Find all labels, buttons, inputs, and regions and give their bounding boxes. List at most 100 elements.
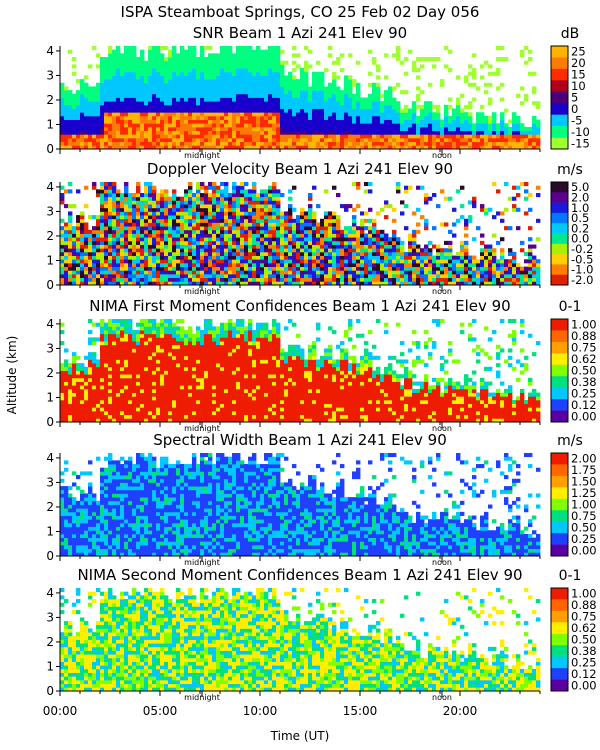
- data-cell: [200, 115, 205, 120]
- data-cell: [468, 82, 473, 87]
- data-cell: [496, 57, 501, 62]
- data-cell: [104, 90, 109, 95]
- data-cell: [148, 262, 153, 268]
- data-cell: [436, 266, 441, 271]
- data-cell: [116, 281, 121, 286]
- data-cell: [276, 46, 281, 51]
- data-cell: [92, 123, 97, 128]
- data-cell: [480, 233, 485, 238]
- data-cell: [264, 86, 269, 91]
- data-cell: [164, 222, 169, 227]
- data-cell: [124, 112, 129, 117]
- data-cell: [380, 115, 385, 120]
- data-cell: [136, 75, 141, 80]
- data-cell: [196, 86, 201, 91]
- data-cell: [172, 46, 177, 51]
- data-cell: [344, 90, 349, 95]
- data-cell: [168, 108, 173, 113]
- data-cell: [60, 403, 65, 408]
- data-cell: [344, 259, 349, 264]
- data-cell: [512, 281, 517, 286]
- data-cell: [136, 218, 141, 223]
- data-cell: [280, 281, 285, 286]
- data-cell: [464, 262, 469, 268]
- data-cell: [84, 204, 89, 209]
- data-cell: [244, 104, 249, 109]
- data-cell: [248, 229, 253, 234]
- data-cell: [448, 244, 453, 249]
- data-cell: [288, 273, 293, 279]
- data-cell: [448, 68, 453, 73]
- data-cell: [356, 273, 361, 279]
- data-cell: [256, 215, 261, 220]
- data-cell: [176, 137, 181, 143]
- data-cell: [196, 259, 201, 264]
- data-cell: [104, 182, 109, 187]
- data-cell: [388, 93, 393, 98]
- data-cell: [60, 259, 65, 264]
- data-cell: [92, 248, 97, 253]
- data-cell: [204, 115, 209, 120]
- data-cell: [192, 277, 197, 282]
- y-tick-label: 1: [46, 253, 54, 267]
- data-cell: [208, 119, 213, 124]
- data-cell: [292, 259, 297, 264]
- data-cell: [160, 68, 165, 73]
- data-cell: [272, 196, 277, 201]
- data-cell: [72, 101, 77, 106]
- data-cell: [136, 229, 141, 234]
- data-cell: [520, 248, 525, 253]
- data-cell: [120, 281, 125, 286]
- data-cell: [124, 226, 129, 231]
- data-cell: [428, 262, 433, 268]
- data-cell: [60, 244, 65, 249]
- data-cell: [264, 64, 269, 69]
- data-cell: [200, 259, 205, 264]
- data-cell: [532, 101, 537, 106]
- data-cell: [220, 182, 225, 187]
- data-cell: [284, 101, 289, 106]
- data-cell: [188, 218, 193, 223]
- data-cell: [312, 104, 317, 109]
- data-cell: [344, 82, 349, 87]
- data-cell: [132, 229, 137, 234]
- data-cell: [132, 145, 137, 150]
- data-cell: [312, 233, 317, 238]
- data-cell: [60, 366, 65, 371]
- data-cell: [164, 46, 169, 51]
- data-cell: [228, 90, 233, 95]
- data-cell: [228, 226, 233, 231]
- data-cell: [244, 90, 249, 95]
- data-cell: [316, 145, 321, 150]
- data-cell: [440, 137, 445, 143]
- data-cell: [268, 270, 273, 275]
- data-cell: [444, 112, 449, 117]
- data-cell: [240, 137, 245, 143]
- data-cell: [524, 266, 529, 271]
- data-cell: [292, 255, 297, 260]
- data-cell: [324, 255, 329, 260]
- data-cell: [292, 86, 297, 91]
- data-cell: [344, 207, 349, 212]
- data-cell: [300, 79, 305, 84]
- data-cell: [236, 248, 241, 253]
- data-cell: [200, 218, 205, 223]
- data-cell: [208, 255, 213, 260]
- data-cell: [252, 200, 257, 205]
- data-cell: [308, 204, 313, 209]
- data-cell: [60, 196, 65, 201]
- data-cell: [352, 233, 357, 238]
- data-cell: [268, 130, 273, 135]
- data-cell: [64, 385, 69, 390]
- data-cell: [172, 277, 177, 282]
- data-cell: [372, 97, 377, 102]
- data-cell: [128, 251, 133, 256]
- data-cell: [392, 137, 397, 143]
- data-cell: [364, 119, 369, 124]
- data-cell: [180, 218, 185, 223]
- data-cell: [256, 259, 261, 264]
- data-cell: [216, 93, 221, 98]
- data-cell: [104, 126, 109, 132]
- data-cell: [412, 277, 417, 282]
- data-cell: [432, 137, 437, 143]
